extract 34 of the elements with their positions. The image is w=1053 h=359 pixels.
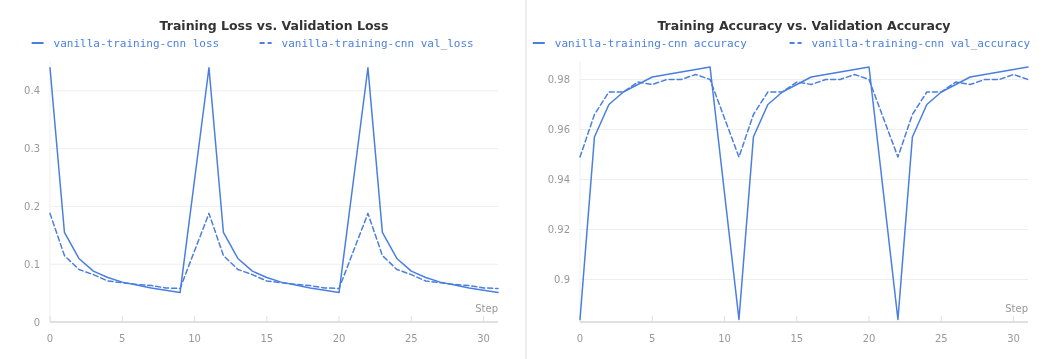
y-tick-label: 0.1 bbox=[24, 258, 40, 270]
y-tick-label: 0.92 bbox=[547, 224, 570, 235]
y-tick-label: 0.4 bbox=[24, 85, 40, 97]
legend-label: vanilla-training-cnn accuracy bbox=[554, 37, 748, 50]
line-series bbox=[49, 67, 499, 294]
x-tick-label: 20 bbox=[862, 333, 876, 344]
x-axis-title: Step bbox=[1005, 303, 1028, 314]
x-tick-label: 15 bbox=[790, 333, 804, 344]
x-tick-label: 30 bbox=[477, 333, 490, 344]
x-tick-label: 15 bbox=[260, 333, 274, 344]
y-tick-label: 0 bbox=[33, 316, 40, 328]
legend-label: vanilla-training-cnn val_loss bbox=[281, 37, 474, 50]
y-tick-label: 0.2 bbox=[24, 200, 40, 212]
x-tick-label: 0 bbox=[46, 333, 54, 344]
y-tick-label: 0.98 bbox=[547, 74, 570, 85]
x-tick-label: 20 bbox=[332, 333, 346, 344]
x-tick-label: 10 bbox=[718, 333, 731, 344]
x-tick-label: 5 bbox=[649, 333, 656, 344]
x-axis-title: Step bbox=[475, 303, 498, 314]
y-tick-label: 0.94 bbox=[547, 174, 570, 185]
chart-title: Training Accuracy vs. Validation Accuracy bbox=[657, 18, 951, 33]
x-tick-label: 10 bbox=[188, 333, 201, 344]
y-tick-label: 0.3 bbox=[24, 143, 40, 155]
y-tick-label: 0.9 bbox=[554, 274, 570, 285]
x-tick-label: 30 bbox=[1007, 333, 1020, 344]
x-tick-label: 25 bbox=[404, 333, 418, 344]
legend-label: vanilla-training-cnn val_accuracy bbox=[811, 37, 1031, 50]
x-tick-label: 25 bbox=[934, 333, 948, 344]
chart-title: Training Loss vs. Validation Loss bbox=[159, 18, 389, 33]
legend-label: vanilla-training-cnn loss bbox=[53, 37, 220, 50]
x-tick-label: 0 bbox=[576, 333, 584, 344]
x-tick-label: 5 bbox=[119, 333, 126, 344]
y-tick-label: 0.96 bbox=[547, 124, 570, 135]
line-series bbox=[579, 66, 1029, 321]
